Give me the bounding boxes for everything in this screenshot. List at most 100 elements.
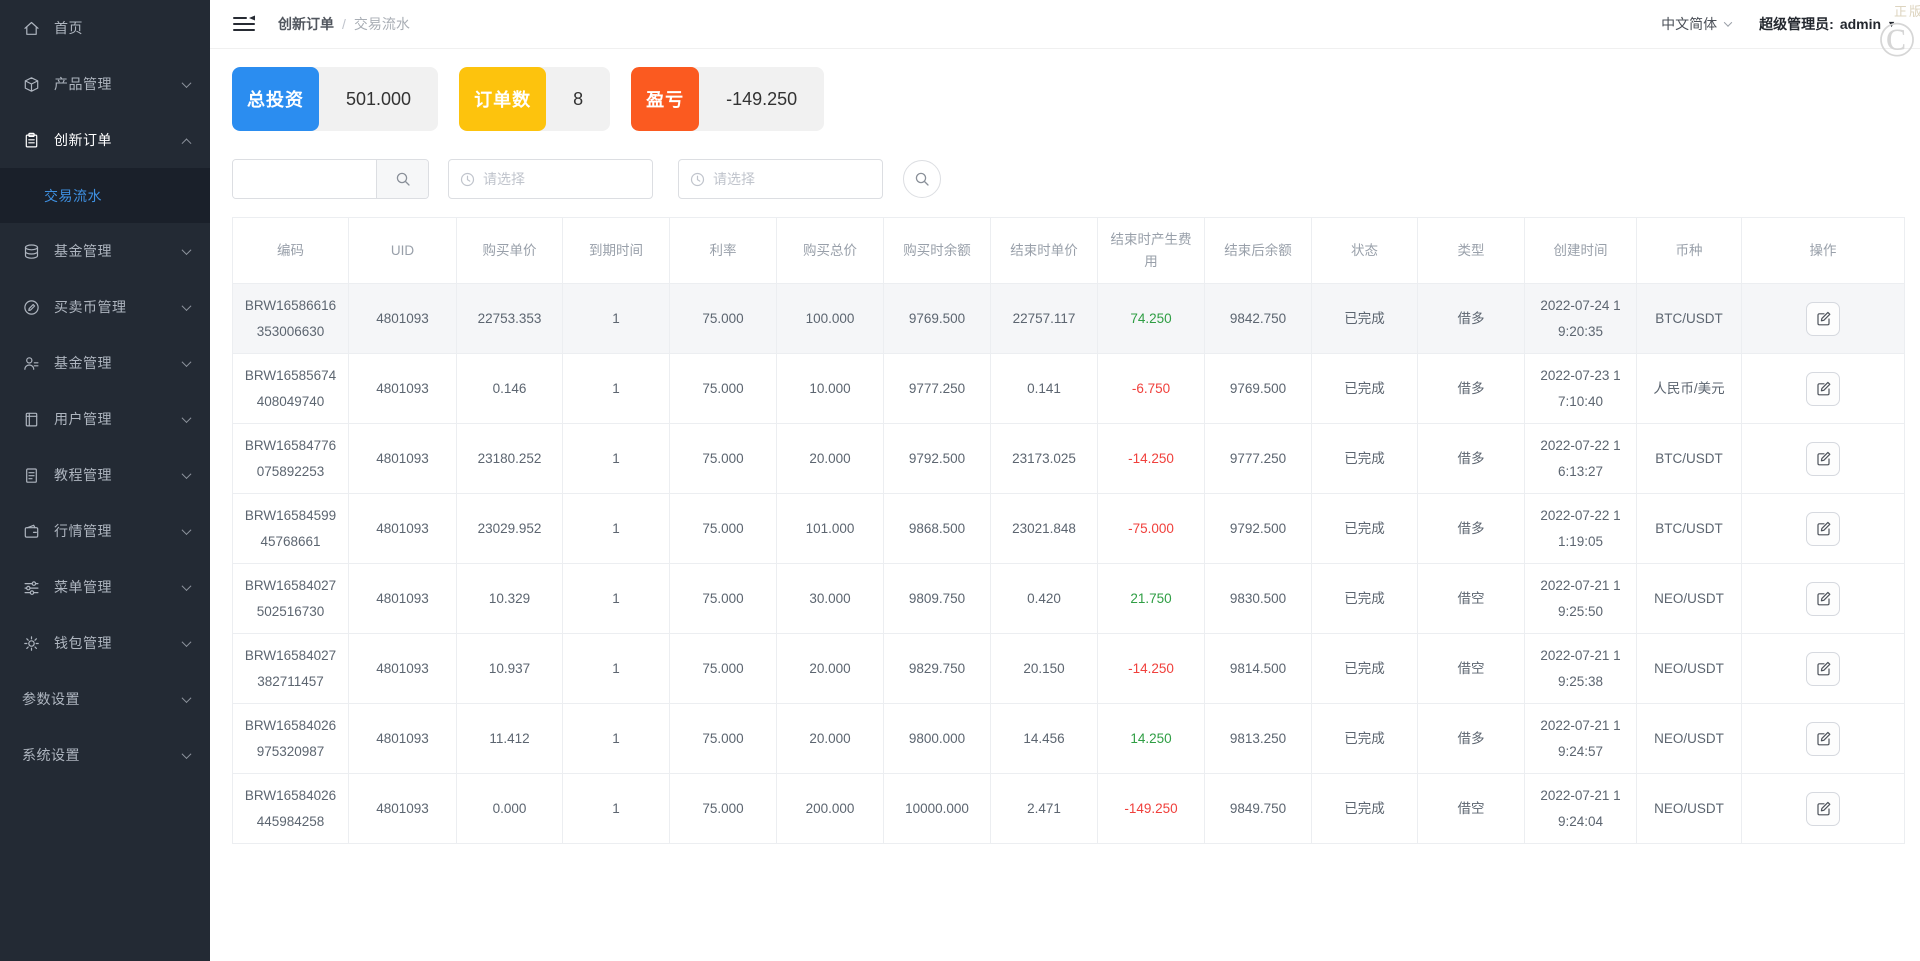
buy-total-cell: 10.000 xyxy=(776,353,884,424)
rate-cell: 75.000 xyxy=(669,493,777,564)
admin-menu[interactable]: 超级管理员: admin ▼ xyxy=(1759,14,1896,34)
status-cell: 已完成 xyxy=(1311,703,1418,774)
keyword-input[interactable] xyxy=(233,160,376,198)
actions-cell xyxy=(1741,773,1905,844)
rate-cell: 75.000 xyxy=(669,283,777,354)
table-header-row: 编码 UID 购买单价 到期时间 利率 购买总价 购买时余额 结束时单价 结束时产生费用 结束后余… xyxy=(232,217,1905,284)
expire-time-cell: 1 xyxy=(562,423,670,494)
balance-after-cell: 9813.250 xyxy=(1204,703,1312,774)
sidebar-item-menu-management[interactable]: 菜单管理 xyxy=(0,559,210,615)
edit-button[interactable] xyxy=(1806,791,1840,826)
type-cell: 借空 xyxy=(1417,773,1525,844)
end-fee-cell: -14.250 xyxy=(1097,423,1205,494)
edit-button[interactable] xyxy=(1806,511,1840,546)
edit-button[interactable] xyxy=(1806,651,1840,686)
sidebar-fold-icon[interactable] xyxy=(232,14,256,34)
balance-at-buy-cell: 10000.000 xyxy=(883,773,991,844)
edit-button[interactable] xyxy=(1806,581,1840,616)
edit-frame xyxy=(1816,523,1830,536)
buy-total-cell: 20.000 xyxy=(776,423,884,494)
keyword-search-group xyxy=(232,159,429,199)
sidebar-item-home[interactable]: 首页 xyxy=(0,0,210,56)
sidebar-item-tutorial-management[interactable]: 教程管理 xyxy=(0,447,210,503)
stat-value: 501.000 xyxy=(346,88,412,109)
sidebar-item-product-management[interactable]: 产品管理 xyxy=(0,56,210,112)
stats-row: 总投资 501.000 订单数 8 盈亏 -149.250 xyxy=(232,67,1904,131)
created-at-cell: 2022-07-21 19:24:57 xyxy=(1524,703,1637,774)
table-row: BRW16584027382711457 4801093 10.937 1 75.000… xyxy=(232,633,1905,704)
sidebar-item-system-settings[interactable]: 系统设置 xyxy=(0,727,210,783)
end-price-cell: 22757.117 xyxy=(990,283,1098,354)
buy-price-cell: 23180.252 xyxy=(456,423,563,494)
edit-button[interactable] xyxy=(1806,441,1840,476)
buy-price-cell: 10.937 xyxy=(456,633,563,704)
column-header: 创建时间 xyxy=(1524,217,1637,284)
sidebar-subitem-transaction-flow[interactable]: 交易流水 xyxy=(0,168,210,223)
cube-icon xyxy=(22,75,41,94)
chevron-down-icon xyxy=(181,300,192,311)
stat-card-profit-loss: 盈亏 -149.250 xyxy=(631,67,825,131)
end-fee-cell: 21.750 xyxy=(1097,563,1205,634)
date-end-picker[interactable] xyxy=(678,159,883,199)
keyword-search-button[interactable] xyxy=(376,160,428,198)
chevron-down-icon xyxy=(181,356,192,367)
sidebar-item-label: 教程管理 xyxy=(54,467,112,483)
sidebar-item-label: 首页 xyxy=(54,20,83,36)
column-header: 结束时产生费用 xyxy=(1097,217,1205,284)
date-start-picker[interactable] xyxy=(448,159,653,199)
sidebar-item-label: 钱包管理 xyxy=(54,635,112,651)
uid-cell: 4801093 xyxy=(348,283,457,354)
stat-value: 8 xyxy=(573,88,584,109)
search-button[interactable] xyxy=(903,160,941,198)
coins-icon xyxy=(22,242,41,261)
end-price-cell: 20.150 xyxy=(990,633,1098,704)
date-end-input[interactable] xyxy=(713,171,871,187)
buy-price-cell: 0.000 xyxy=(456,773,563,844)
edit-button[interactable] xyxy=(1806,721,1840,756)
sidebar-item-fund-management-2[interactable]: 基金管理 xyxy=(0,335,210,391)
sidebar-item-label: 买卖币管理 xyxy=(54,299,127,315)
column-header: 利率 xyxy=(669,217,777,284)
chevron-down-icon xyxy=(181,580,192,591)
filter-bar xyxy=(232,159,1904,199)
breadcrumb-parent[interactable]: 创新订单 xyxy=(278,16,334,32)
balance-at-buy-cell: 9868.500 xyxy=(883,493,991,564)
type-cell: 借多 xyxy=(1417,353,1525,424)
chevron-down-icon xyxy=(181,692,192,703)
chevron-down-icon xyxy=(181,468,192,479)
chevron-down-icon xyxy=(1723,18,1733,27)
actions-cell xyxy=(1741,493,1905,564)
breadcrumb-separator: / xyxy=(342,16,346,32)
chevron-up-icon xyxy=(181,137,192,148)
date-start-input[interactable] xyxy=(483,171,641,187)
language-selector[interactable]: 中文简体 xyxy=(1661,14,1733,34)
rate-cell: 75.000 xyxy=(669,703,777,774)
home-icon xyxy=(22,19,41,38)
sidebar-item-innovation-orders[interactable]: 创新订单 xyxy=(0,112,210,168)
sidebar-item-coin-trading-management[interactable]: 买卖币管理 xyxy=(0,279,210,335)
edit-frame xyxy=(1816,663,1830,676)
sidebar-item-market-management[interactable]: 行情管理 xyxy=(0,503,210,559)
sidebar-item-user-management[interactable]: 用户管理 xyxy=(0,391,210,447)
edit-button[interactable] xyxy=(1806,371,1840,406)
actions-cell xyxy=(1741,283,1905,354)
chevron-down-icon xyxy=(181,77,192,88)
actions-cell xyxy=(1741,353,1905,424)
sidebar-item-parameter-settings[interactable]: 参数设置 xyxy=(0,671,210,727)
sidebar-item-wallet-management[interactable]: 钱包管理 xyxy=(0,615,210,671)
buy-total-cell: 30.000 xyxy=(776,563,884,634)
edit-frame xyxy=(1816,593,1830,606)
end-fee-cell: -75.000 xyxy=(1097,493,1205,564)
order-code-cell: BRW1658459945768661 xyxy=(232,493,349,564)
sidebar-item-label: 创新订单 xyxy=(54,132,112,148)
type-cell: 借多 xyxy=(1417,423,1525,494)
column-header: 操作 xyxy=(1741,217,1905,284)
actions-cell xyxy=(1741,563,1905,634)
order-code-cell: BRW16584776075892253 xyxy=(232,423,349,494)
table-row: BRW16585674408049740 4801093 0.146 1 75.000 1… xyxy=(232,353,1905,424)
edit-button[interactable] xyxy=(1806,301,1840,336)
status-cell: 已完成 xyxy=(1311,423,1418,494)
sidebar-item-label: 用户管理 xyxy=(54,411,112,427)
sidebar-item-fund-management[interactable]: 基金管理 xyxy=(0,223,210,279)
balance-at-buy-cell: 9800.000 xyxy=(883,703,991,774)
